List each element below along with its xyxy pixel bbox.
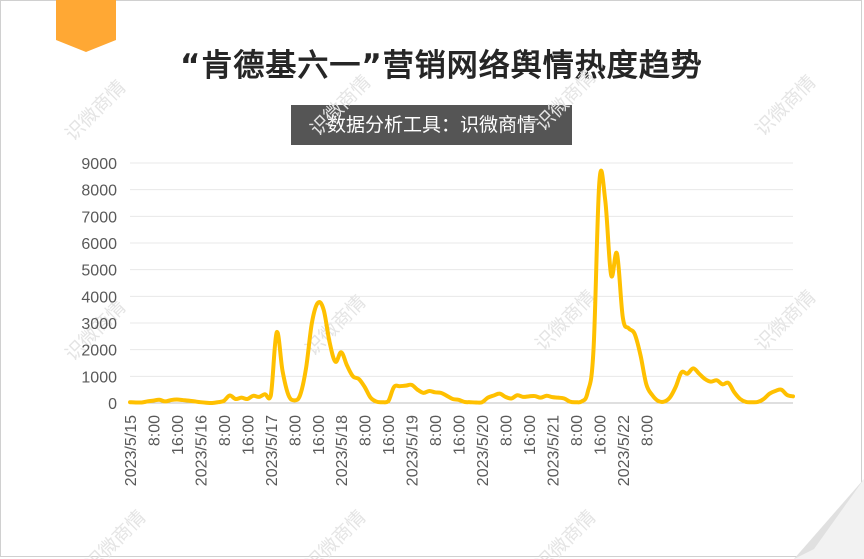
x-tick-label: 16:00 — [452, 415, 469, 455]
y-tick-label: 6000 — [81, 236, 117, 253]
x-tick-label: 16:00 — [592, 415, 609, 455]
y-axis-ticks: 0 1000 2000 3000 4000 5000 6000 7000 8000 9000 — [81, 156, 117, 413]
x-tick-label: 2023/5/17 — [264, 415, 281, 486]
y-tick-label: 2000 — [81, 343, 117, 360]
x-tick-label: 2023/5/21 — [545, 415, 562, 486]
y-tick-label: 9000 — [81, 156, 117, 173]
y-tick-label: 4000 — [81, 289, 117, 306]
x-tick-label: 8:00 — [146, 415, 163, 446]
watermark-text: 识微商情 — [306, 71, 375, 140]
x-tick-label: 8:00 — [499, 415, 516, 446]
x-axis-ticks: 2023/5/15 8:00 16:00 2023/5/16 8:00 16:00 2023… — [123, 415, 656, 486]
x-tick-label: 16:00 — [240, 415, 257, 455]
y-tick-label: 5000 — [81, 263, 117, 280]
x-tick-label: 16:00 — [522, 415, 539, 455]
x-tick-label: 8:00 — [639, 415, 656, 446]
x-tick-label: 8:00 — [428, 415, 445, 446]
x-tick-label: 2023/5/22 — [616, 415, 633, 486]
page-title: “肯德基六一”营销网络舆情热度趋势 — [180, 48, 703, 84]
y-tick-label: 7000 — [81, 209, 117, 226]
x-tick-label: 8:00 — [358, 415, 375, 446]
x-tick-label: 8:00 — [287, 415, 304, 446]
watermark-text: 识微商情 — [61, 76, 130, 145]
y-tick-label: 3000 — [81, 316, 117, 333]
x-tick-label: 2023/5/19 — [405, 415, 422, 486]
x-tick-label: 16:00 — [311, 415, 328, 455]
watermark-text: 识微商情 — [531, 66, 600, 135]
subtitle-badge: 数据分析工具：识微商情 — [291, 105, 572, 145]
x-tick-label: 2023/5/20 — [475, 415, 492, 486]
x-tick-label: 2023/5/16 — [193, 415, 210, 486]
ribbon-shape — [56, 0, 116, 52]
page-curl — [794, 479, 864, 559]
x-tick-label: 8:00 — [569, 415, 586, 446]
x-tick-label: 2023/5/15 — [123, 415, 140, 486]
watermark-text: 识微商情 — [81, 506, 150, 559]
x-tick-label: 16:00 — [381, 415, 398, 455]
watermark-text: 识微商情 — [531, 506, 600, 559]
x-tick-label: 2023/5/18 — [334, 415, 351, 486]
watermark-text: 识微商情 — [301, 506, 370, 559]
y-tick-label: 0 — [108, 396, 117, 413]
x-tick-label: 8:00 — [217, 415, 234, 446]
y-tick-label: 8000 — [81, 183, 117, 200]
y-tick-label: 1000 — [81, 369, 117, 386]
watermark-text: 识微商情 — [751, 71, 820, 140]
x-tick-label: 16:00 — [170, 415, 187, 455]
series-line — [128, 168, 795, 405]
corner-ribbon — [56, 0, 116, 52]
